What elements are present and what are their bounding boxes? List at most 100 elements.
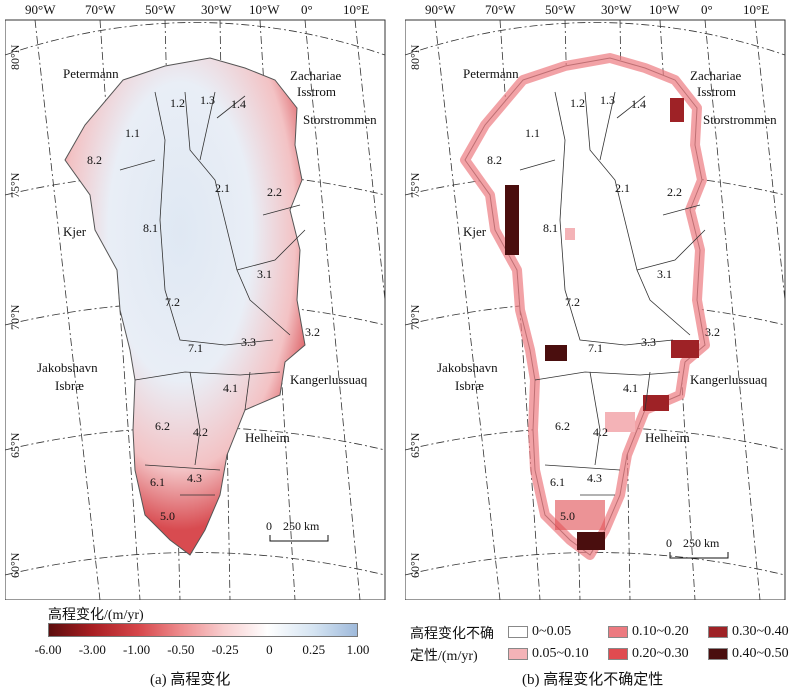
legend-item-label: 0.05~0.10 bbox=[532, 646, 589, 661]
lat-label: 65°N bbox=[8, 432, 22, 458]
lat-label: 60°N bbox=[8, 552, 22, 578]
lon-label: 50°W bbox=[145, 2, 176, 17]
basin-label: 6.2 bbox=[555, 419, 570, 433]
basin-label: 3.1 bbox=[257, 267, 272, 281]
legend-title-line2: 定性/(m/yr) bbox=[410, 649, 478, 664]
basin-label: 7.1 bbox=[588, 341, 603, 355]
scale-bar: 0 250 km bbox=[266, 519, 329, 542]
basin-label: 6.1 bbox=[150, 475, 165, 489]
basin-label: 6.1 bbox=[550, 475, 565, 489]
basin-label: 1.3 bbox=[200, 93, 215, 107]
glacier-label: Isbræ bbox=[55, 378, 84, 393]
lon-label: 50°W bbox=[545, 2, 576, 17]
lat-label: 70°N bbox=[408, 304, 422, 330]
colorbar-tick-label: -6.00 bbox=[34, 642, 62, 657]
scale-zero: 0 bbox=[266, 519, 272, 533]
lon-label: 0° bbox=[701, 2, 713, 17]
colorbar-tick-label: -1.00 bbox=[123, 642, 151, 657]
map-panel-uncertainty: 90°W 70°W 50°W 30°W 10°W 0° 10°E 80°N 75… bbox=[405, 0, 795, 600]
basin-label: 5.0 bbox=[160, 509, 175, 523]
glacier-label: Kangerlussuaq bbox=[290, 372, 368, 387]
glacier-label: Jakobshavn bbox=[437, 360, 498, 375]
lon-label: 90°W bbox=[425, 2, 456, 17]
legend-item-label: 0.40~0.50 bbox=[732, 646, 789, 661]
glacier-label: Zachariae bbox=[290, 68, 341, 83]
basin-label: 3.2 bbox=[705, 325, 720, 339]
glacier-label: Storstrommen bbox=[703, 112, 777, 127]
glacier-label: Isbræ bbox=[455, 378, 484, 393]
scale-label: 250 km bbox=[283, 519, 320, 533]
lon-label: 10°W bbox=[249, 2, 280, 17]
basin-label: 2.2 bbox=[267, 185, 282, 199]
basin-label: 4.3 bbox=[187, 471, 202, 485]
legend-item: 0.05~0.10 bbox=[508, 646, 589, 664]
glacier-label: Jakobshavn bbox=[37, 360, 98, 375]
legend-item: 0~0.05 bbox=[508, 624, 571, 642]
colorbar-tick-label: -0.25 bbox=[211, 642, 239, 657]
legend-swatch bbox=[608, 625, 628, 638]
colorbar-tick-label: 1.00 bbox=[346, 642, 370, 657]
basin-label: 8.2 bbox=[87, 153, 102, 167]
basin-label: 2.2 bbox=[667, 185, 682, 199]
lat-label: 70°N bbox=[8, 304, 22, 330]
colorbar-title: 高程变化/(m/yr) bbox=[48, 608, 144, 623]
glacier-label: Helheim bbox=[645, 430, 690, 445]
legend-swatch bbox=[508, 647, 528, 660]
basin-label: 3.1 bbox=[657, 267, 672, 281]
drainage-basin-boundaries bbox=[519, 91, 706, 496]
scale-bar: 0 250 km bbox=[666, 536, 729, 559]
glacier-label: Petermann bbox=[463, 66, 519, 81]
basin-label: 3.3 bbox=[241, 335, 256, 349]
scale-zero: 0 bbox=[666, 536, 672, 550]
basin-label: 1.1 bbox=[125, 126, 140, 140]
basin-label: 4.1 bbox=[223, 381, 238, 395]
lon-label: 10°E bbox=[343, 2, 369, 17]
legend-item-label: 0.30~0.40 bbox=[732, 624, 789, 639]
basin-label: 1.2 bbox=[170, 96, 185, 110]
lat-label: 65°N bbox=[408, 432, 422, 458]
legend-item: 0.10~0.20 bbox=[608, 624, 689, 642]
lon-label: 30°W bbox=[601, 2, 632, 17]
lon-label: 70°W bbox=[85, 2, 116, 17]
legend-title-line1: 高程变化不确 bbox=[410, 627, 494, 642]
lat-label: 80°N bbox=[408, 44, 422, 70]
legend-swatch bbox=[708, 625, 728, 638]
legend-swatch bbox=[608, 647, 628, 660]
basin-label: 7.2 bbox=[165, 295, 180, 309]
basin-label: 2.1 bbox=[615, 181, 630, 195]
legend-swatch bbox=[508, 625, 528, 638]
legend-item: 0.20~0.30 bbox=[608, 646, 689, 664]
basin-label: 8.1 bbox=[143, 221, 158, 235]
basin-label: 4.3 bbox=[587, 471, 602, 485]
map-panel-elevation-change: 90°W 70°W 50°W 30°W 10°W 0° 10°E 80°N 75… bbox=[5, 0, 395, 600]
map-svg-a: 90°W 70°W 50°W 30°W 10°W 0° 10°E 80°N 75… bbox=[5, 2, 386, 600]
lat-label: 75°N bbox=[8, 172, 22, 198]
glacier-label: Petermann bbox=[63, 66, 119, 81]
greenland-ice-sheet bbox=[64, 57, 306, 556]
basin-label: 7.2 bbox=[565, 295, 580, 309]
basin-label: 2.1 bbox=[215, 181, 230, 195]
basin-label: 8.2 bbox=[487, 153, 502, 167]
basin-label: 4.2 bbox=[593, 425, 608, 439]
legend-item: 0.40~0.50 bbox=[708, 646, 789, 664]
uncertainty-margin-band bbox=[460, 53, 710, 560]
basin-label: 1.1 bbox=[525, 126, 540, 140]
basin-label: 5.0 bbox=[560, 509, 575, 523]
glacier-label: Isstrom bbox=[697, 84, 736, 99]
scale-label: 250 km bbox=[683, 536, 720, 550]
lon-label: 0° bbox=[301, 2, 313, 17]
basin-label: 6.2 bbox=[155, 419, 170, 433]
colorbar-tick-label: -3.00 bbox=[78, 642, 106, 657]
glacier-label: Zachariae bbox=[690, 68, 741, 83]
colorbar-ticks: -6.00 -3.00 -1.00 -0.50 -0.25 0 0.25 1.00 bbox=[0, 642, 400, 660]
legend-item-label: 0.10~0.20 bbox=[632, 624, 689, 639]
glacier-label: Kjer bbox=[463, 224, 487, 239]
lon-label: 10°W bbox=[649, 2, 680, 17]
glacier-label: Isstrom bbox=[297, 84, 336, 99]
elevation-change-colorbar bbox=[48, 623, 358, 637]
basin-label: 7.1 bbox=[188, 341, 203, 355]
legend-title: 高程变化不确 定性/(m/yr) bbox=[410, 624, 494, 668]
glacier-label: Kangerlussuaq bbox=[690, 372, 768, 387]
basin-label: 8.1 bbox=[543, 221, 558, 235]
uncertainty-legend: 高程变化不确 定性/(m/yr) 0~0.05 0.05~0.10 0.10~0.2… bbox=[410, 620, 800, 666]
